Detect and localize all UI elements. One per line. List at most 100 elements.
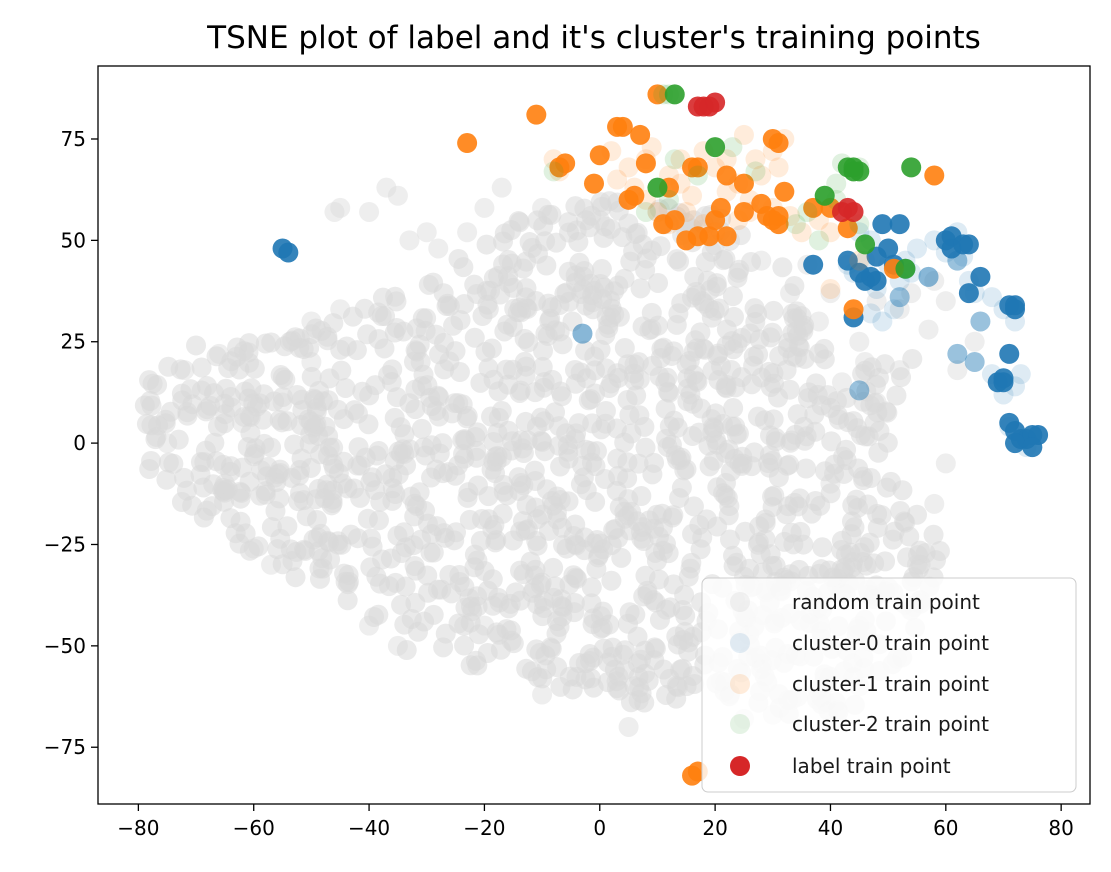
random-point — [220, 461, 241, 482]
random-point — [238, 388, 259, 409]
random-point — [704, 300, 725, 321]
cluster-0-point — [970, 266, 991, 287]
random-point — [317, 445, 338, 466]
random-point — [768, 387, 789, 408]
random-point — [565, 359, 586, 380]
cluster-1-point — [630, 124, 651, 145]
random-point — [519, 232, 540, 253]
random-point — [399, 230, 420, 251]
legend-label-cluster-2: cluster-2 train point — [792, 712, 989, 736]
random-point — [396, 640, 417, 661]
random-point — [743, 355, 764, 376]
random-point — [545, 320, 566, 341]
random-point — [482, 569, 503, 590]
random-point — [171, 492, 192, 513]
random-point — [688, 422, 709, 443]
random-point — [509, 382, 530, 403]
random-point — [324, 201, 345, 222]
cluster-0-point — [572, 323, 593, 344]
cluster-1-point — [745, 149, 766, 170]
random-point — [611, 547, 632, 568]
random-point — [453, 257, 474, 278]
cluster-0-point — [860, 303, 881, 324]
cluster-1-point — [699, 226, 720, 247]
random-point — [379, 576, 400, 597]
random-point — [414, 611, 435, 632]
random-point — [678, 641, 699, 662]
random-point — [488, 265, 509, 286]
random-point — [789, 559, 810, 580]
random-point — [214, 393, 235, 414]
random-point — [728, 423, 749, 444]
random-point — [195, 440, 216, 461]
random-point — [668, 303, 689, 324]
cluster-1-point — [607, 169, 628, 190]
random-point — [483, 595, 504, 616]
random-point — [831, 540, 852, 561]
random-point — [395, 576, 416, 597]
random-point — [592, 289, 613, 310]
y-tick-label: 25 — [61, 330, 86, 354]
random-point — [575, 340, 596, 361]
random-point — [393, 522, 414, 543]
random-point — [225, 523, 246, 544]
random-point — [516, 658, 537, 679]
random-point — [639, 510, 660, 531]
random-point — [671, 477, 692, 498]
random-point — [820, 473, 841, 494]
random-point — [472, 306, 493, 327]
random-point — [780, 283, 801, 304]
cluster-1-point — [733, 173, 754, 194]
cluster-1-point — [837, 218, 858, 239]
label-series — [687, 92, 864, 222]
cluster-2-point — [814, 185, 835, 206]
random-point — [515, 411, 536, 432]
random-point — [751, 250, 772, 271]
random-point — [564, 592, 585, 613]
random-point — [850, 542, 871, 563]
x-tick-label: −80 — [117, 816, 159, 840]
random-point — [421, 524, 442, 545]
random-point — [136, 413, 157, 434]
random-point — [157, 433, 178, 454]
cluster-1-point — [774, 181, 795, 202]
random-point — [576, 295, 597, 316]
random-point — [428, 238, 449, 259]
random-point — [387, 185, 408, 206]
random-point — [434, 359, 455, 380]
random-point — [272, 367, 293, 388]
random-point — [906, 554, 927, 575]
random-point — [625, 604, 646, 625]
cluster-0-point — [993, 372, 1014, 393]
random-point — [812, 537, 833, 558]
random-point — [729, 259, 750, 280]
random-point — [209, 343, 230, 364]
random-point — [508, 467, 529, 488]
random-point — [551, 386, 572, 407]
random-point — [359, 201, 380, 222]
random-point — [288, 491, 309, 512]
cluster-1-point — [457, 133, 478, 154]
random-point — [908, 559, 929, 580]
random-point — [372, 549, 393, 570]
random-point — [415, 445, 436, 466]
random-point — [690, 539, 711, 560]
random-point — [725, 377, 746, 398]
random-point — [765, 555, 786, 576]
random-point — [344, 400, 365, 421]
random-point — [359, 615, 380, 636]
random-point — [474, 197, 495, 218]
cluster-0-point — [849, 380, 870, 401]
x-tick-label: 80 — [1048, 816, 1073, 840]
random-point — [301, 352, 322, 373]
cluster-2-point — [855, 234, 876, 255]
random-point — [493, 474, 514, 495]
random-point — [466, 447, 487, 468]
cluster-1-point — [584, 173, 604, 194]
random-point — [796, 458, 817, 479]
random-point — [683, 393, 704, 414]
random-point — [581, 577, 602, 598]
cluster-1-point — [716, 226, 737, 247]
random-point — [760, 425, 781, 446]
x-tick-label: 20 — [702, 816, 727, 840]
